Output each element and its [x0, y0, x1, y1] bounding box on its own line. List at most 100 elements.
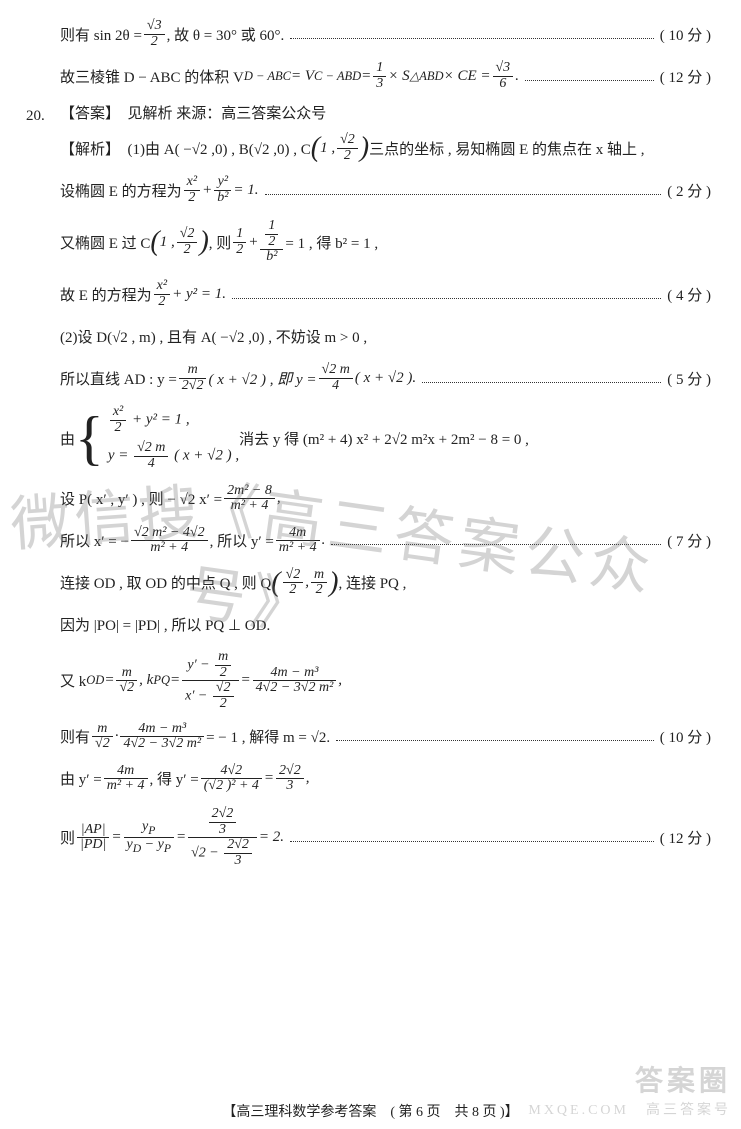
fraction: √2 2: [337, 133, 358, 163]
score: ( 12 分 ): [660, 66, 711, 87]
score: ( 5 分 ): [667, 368, 711, 389]
step-line: 则有 sin 2θ = √3 2 , 故 θ = 30° 或 60°. ( 10…: [60, 16, 711, 52]
text: .: [515, 68, 519, 85]
text: 由: [60, 428, 75, 449]
text: =: [170, 672, 180, 689]
subscript: △ABD: [410, 68, 444, 84]
text: + y² = 1 ,: [132, 412, 190, 428]
subscript: C − ABD: [314, 69, 361, 84]
leader-dots: [265, 186, 662, 195]
subscript: D − ABC: [244, 69, 291, 84]
text: 则: [60, 827, 75, 848]
text: × S: [388, 68, 409, 85]
fraction: 1 2: [265, 219, 278, 249]
text: .: [322, 532, 326, 549]
text: 连接 OD , 取 OD 的中点 Q , 则 Q: [60, 572, 271, 593]
text: =: [264, 770, 274, 787]
step-line: (2)设 D(√2 , m) , 且有 A( −√2 ,0) , 不妨设 m >…: [60, 318, 711, 354]
text: 设椭圆 E 的方程为: [60, 180, 182, 201]
subscript: PQ: [153, 673, 170, 688]
score: ( 12 分 ): [660, 827, 711, 848]
fraction: x² 2: [110, 405, 126, 435]
fraction: m 2√2: [179, 363, 207, 393]
leader-dots: [232, 290, 661, 299]
paren: ): [199, 226, 208, 258]
fraction: √2 2: [213, 681, 234, 711]
watermark-brand: 答案圈: [528, 1059, 731, 1099]
text: (2)设 D(√2 , m) , 且有 A( −√2 ,0) , 不妨设 m >…: [60, 326, 367, 347]
text: 由 y′ =: [60, 768, 102, 789]
text: +: [248, 234, 258, 251]
fraction: 2m² − 8 m² + 4: [224, 484, 275, 514]
text: 设 P( x′ , y′ ) , 则 − √2 x′ =: [60, 488, 222, 509]
fraction: √2 2: [177, 227, 198, 257]
step-line: 则 |AP| |PD| = yP yD − yP = 2√2 3: [60, 803, 711, 873]
answer-label: 【答案】 见解析 来源：高三答案公众号: [60, 102, 326, 123]
text: = − 1 , 解得 m = √2.: [206, 726, 330, 747]
text: , 则: [209, 232, 232, 253]
fraction: m √2: [116, 666, 137, 696]
text: =: [361, 68, 371, 85]
case-system: { x² 2 + y² = 1 , y = √2 m 4 ( x + √2 ) …: [75, 402, 239, 475]
leader-dots: [331, 536, 661, 545]
fraction: √2 2: [283, 568, 304, 598]
text: 又 k: [60, 670, 86, 691]
fraction: 1 2: [233, 227, 246, 257]
nested-fraction: 1 2 b²: [260, 219, 283, 265]
text: × CE =: [444, 68, 491, 85]
text: , 故 θ = 30° 或 60°.: [167, 24, 285, 45]
text: =: [176, 829, 186, 846]
paren: ): [329, 567, 338, 599]
text: = V: [291, 68, 314, 85]
text: , 所以 y′ =: [210, 530, 274, 551]
text: ·: [115, 728, 119, 745]
fraction: x² 2: [184, 175, 200, 205]
text: ,: [277, 490, 281, 507]
brace-icon: {: [75, 408, 104, 468]
text: = 1.: [233, 182, 258, 199]
text: y =: [108, 448, 132, 464]
step-line: 因为 |PO| = |PD| , 所以 PQ ⊥ OD.: [60, 607, 711, 643]
step-line: 设 P( x′ , y′ ) , 则 − √2 x′ = 2m² − 8 m² …: [60, 481, 711, 517]
text: =: [241, 672, 251, 689]
paren: ): [360, 132, 369, 164]
fraction: |AP| |PD|: [77, 823, 109, 853]
text: 则有: [60, 726, 90, 747]
text: 三点的坐标 , 易知椭圆 E 的焦点在 x 轴上 ,: [369, 138, 644, 159]
fraction: √3 6: [493, 61, 514, 91]
text: +: [202, 182, 212, 199]
step-line: 则有 m √2 · 4m − m³ 4√2 − 3√2 m² = − 1 , 解…: [60, 719, 711, 755]
fraction: 2√2 3: [224, 838, 252, 868]
text: ( x + √2 ) , 即 y =: [208, 368, 316, 389]
text: =: [111, 829, 121, 846]
text: 1 ,: [160, 234, 175, 251]
fraction: √3 2: [144, 19, 165, 49]
step-line: 【解析】 (1)由 A( −√2 ,0) , B(√2 ,0) , C ( 1 …: [60, 130, 711, 166]
score: ( 4 分 ): [667, 284, 711, 305]
score: ( 10 分 ): [660, 726, 711, 747]
text: 故三棱锥 D − ABC 的体积 V: [60, 66, 244, 87]
fraction: x² 2: [154, 279, 170, 309]
step-line: 所以 x′ = − √2 m² − 4√2 m² + 4 , 所以 y′ = 4…: [60, 523, 711, 559]
step-line: 由 { x² 2 + y² = 1 , y = √2 m 4: [60, 402, 711, 475]
fraction: 4√2 (√2 )² + 4: [201, 764, 262, 794]
leader-dots: [525, 72, 654, 81]
step-line: 设椭圆 E 的方程为 x² 2 + y² b² = 1. ( 2 分 ): [60, 172, 711, 208]
fraction: 4m m² + 4: [276, 526, 320, 556]
paren: (: [150, 226, 159, 258]
fraction: 4m m² + 4: [104, 764, 148, 794]
fraction: 4m − m³ 4√2 − 3√2 m²: [253, 666, 337, 696]
text: 所以直线 AD : y =: [60, 368, 177, 389]
text: 则有 sin 2θ =: [60, 24, 142, 45]
text: 所以 x′ = −: [60, 530, 129, 551]
fraction: √2 m 4: [134, 441, 168, 471]
fraction: √2 m 4: [319, 363, 353, 393]
fraction: m 2: [311, 568, 327, 598]
fraction: 1 3: [373, 61, 386, 91]
leader-dots: [336, 732, 654, 741]
question-header: 20. 【答案】 见解析 来源：高三答案公众号: [60, 100, 711, 124]
nested-fraction: 2√2 3 √2 − 2√2 3: [188, 807, 257, 869]
fraction: m 2: [215, 650, 231, 680]
text: 1 ,: [320, 140, 335, 157]
step-line: 连接 OD , 取 OD 的中点 Q , 则 Q ( √2 2 , m 2 ) …: [60, 565, 711, 601]
